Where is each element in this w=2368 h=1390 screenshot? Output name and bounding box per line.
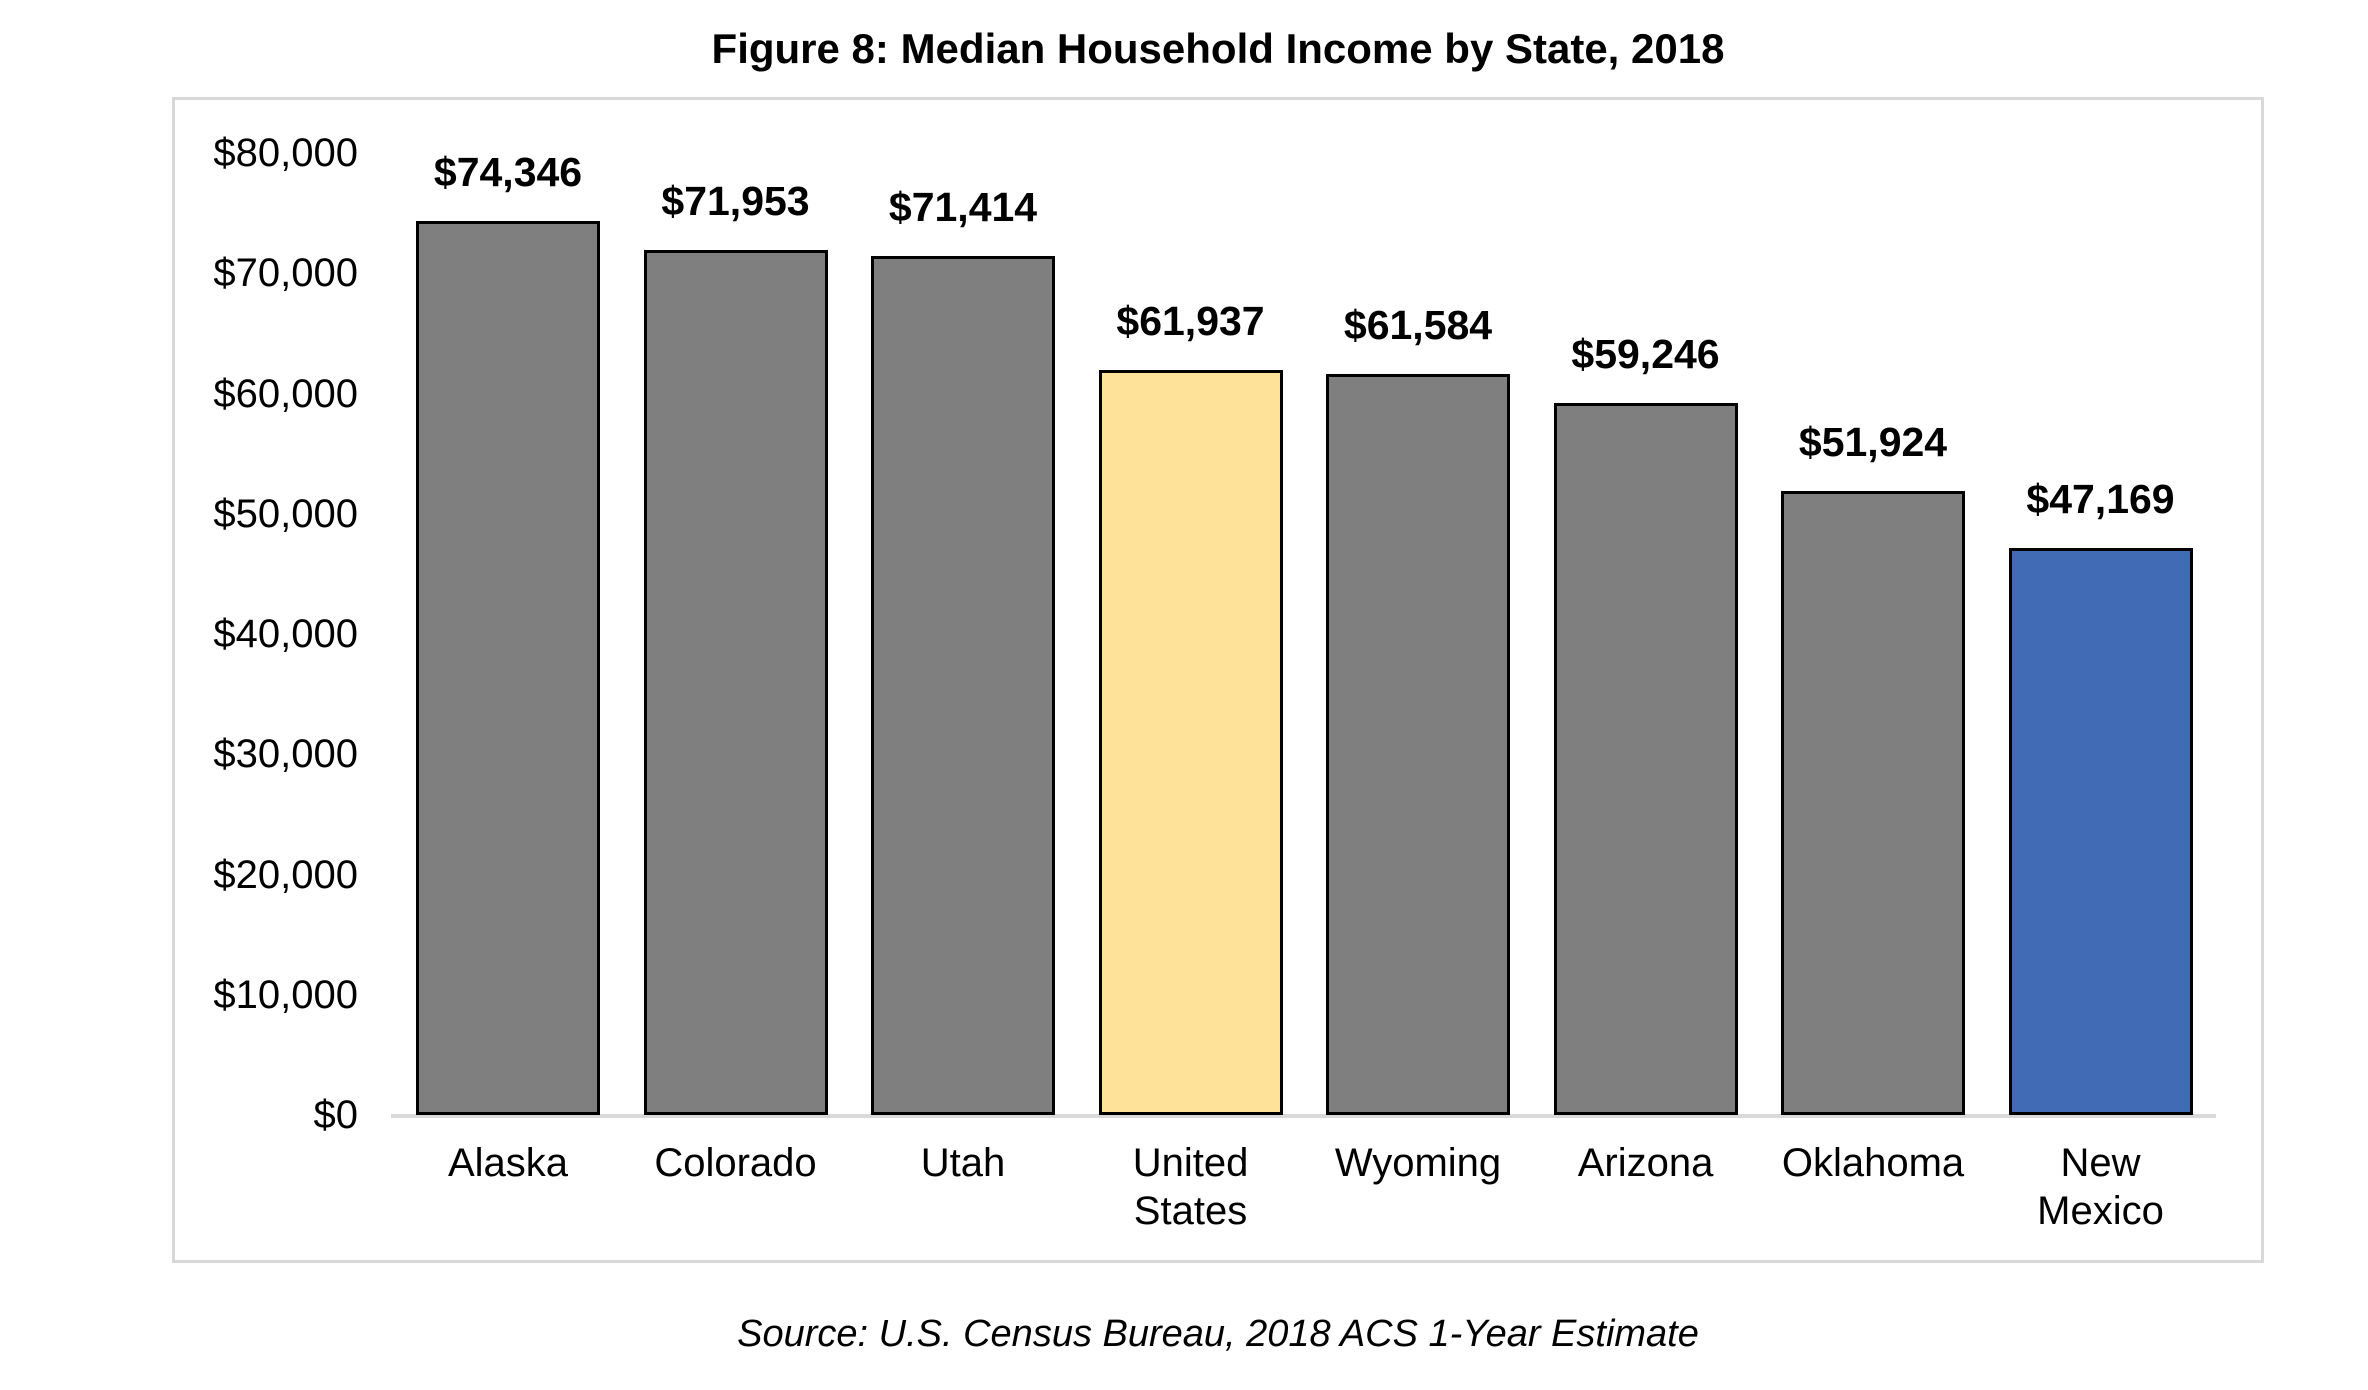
bar-data-label: $59,246 [1571, 331, 1720, 377]
y-axis-tick-label: $30,000 [213, 732, 358, 777]
bar-colorado [643, 250, 828, 1115]
y-axis-tick-label: $80,000 [213, 131, 358, 175]
bar-united-states [1098, 370, 1283, 1115]
bar-wyoming [1326, 374, 1510, 1115]
bar-data-label: $71,414 [888, 184, 1038, 230]
x-axis-label: Arizona [1577, 1141, 1714, 1185]
y-axis-tick-label: $20,000 [213, 852, 358, 897]
bar-utah [871, 256, 1055, 1115]
x-axis-label: Colorado [654, 1141, 817, 1185]
x-axis-line [391, 1114, 2216, 1118]
bar-new-mexico [2008, 548, 2193, 1115]
x-axis-label: Oklahoma [1781, 1141, 1965, 1185]
bar-alaska [416, 221, 600, 1115]
x-axis-label: Alaska [447, 1141, 569, 1185]
x-axis-label: Wyoming [1334, 1141, 1502, 1185]
x-axis-label: New Mexico [2037, 1141, 2164, 1233]
y-axis-tick-label: $10,000 [213, 972, 358, 1017]
bar-data-label: $61,937 [1116, 298, 1265, 344]
bar-data-label: $71,953 [661, 178, 810, 224]
y-axis-tick-label: $50,000 [213, 491, 358, 536]
source-note: Source: U.S. Census Bureau, 2018 ACS 1-Y… [737, 1313, 1699, 1355]
x-axis-label: United States [1132, 1141, 1249, 1233]
x-axis-label: Utah [920, 1141, 1006, 1185]
y-axis-tick-label: $0 [313, 1093, 359, 1137]
y-axis-tick-label: $60,000 [213, 371, 358, 416]
bar-data-label: $47,169 [2026, 476, 2175, 522]
bar-oklahoma [1781, 491, 1965, 1115]
bar-data-label: $74,346 [433, 149, 583, 195]
plot-frame: $80,000 $70,000 $60,000 $50,000 $40,000 $30,0… [172, 97, 2264, 1263]
y-axis-tick-label: $40,000 [213, 612, 358, 656]
chart-title: Figure 8: Median Household Income by Sta… [711, 25, 1725, 72]
bar-data-label: $51,924 [1798, 419, 1948, 465]
bar-arizona [1553, 403, 1738, 1115]
y-axis-tick-label: $70,000 [213, 251, 358, 296]
bar-data-label: $61,584 [1343, 302, 1493, 348]
